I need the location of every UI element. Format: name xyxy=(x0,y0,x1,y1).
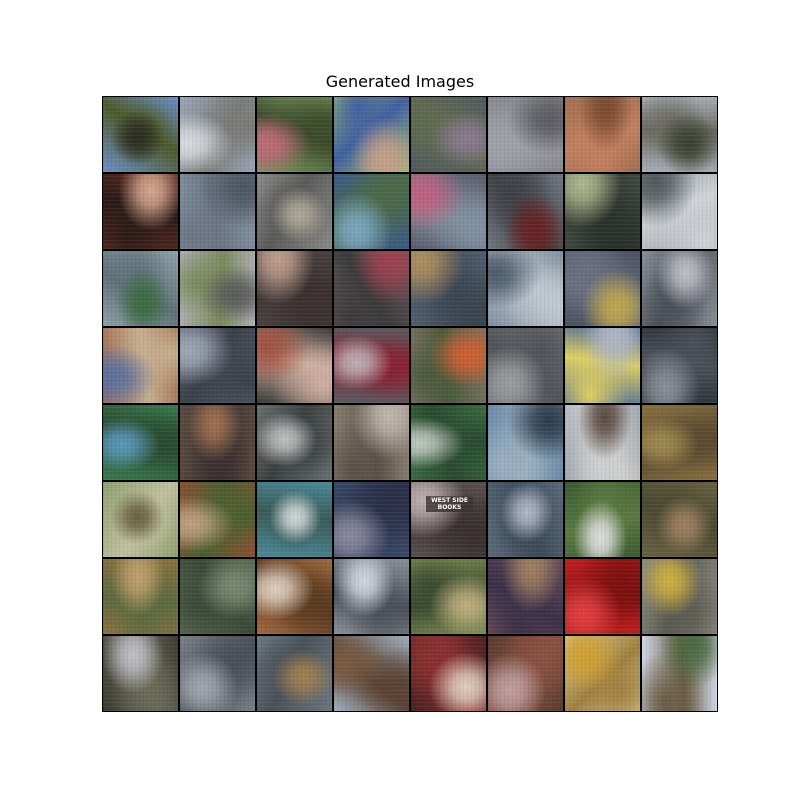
generated-image-tile-hourglass xyxy=(103,636,178,711)
generated-image-tile-building-diagonal xyxy=(488,482,563,557)
figure-title: Generated Images xyxy=(0,72,800,91)
generated-image-tile-snowy-scene xyxy=(334,559,409,634)
generated-image-tile-bird-on-branch-2 xyxy=(103,482,178,557)
generated-image-tile-corridor xyxy=(565,174,640,249)
generated-image-tile-person-in-shop xyxy=(488,636,563,711)
generated-image-tile-white-fence-garden xyxy=(565,482,640,557)
generated-image-tile-red-chest xyxy=(565,559,640,634)
generated-image-tile-people-on-street xyxy=(411,174,486,249)
generated-image-tile-turtle xyxy=(642,405,717,480)
generated-image-tile-white-ball-on-pole xyxy=(180,97,255,172)
generated-image-tile-bicycles xyxy=(334,251,409,326)
generated-image-tile-landscape-sky xyxy=(642,636,717,711)
generated-image-tile-train xyxy=(642,251,717,326)
generated-image-tile-colorful-stripes xyxy=(565,328,640,403)
generated-image-tile-grey-abstract xyxy=(488,97,563,172)
generated-image-tile-flowers xyxy=(257,97,332,172)
generated-image-tile-burger xyxy=(411,636,486,711)
generated-image-tile-desert-landscape xyxy=(334,636,409,711)
generated-image-tile-dogs-on-grass xyxy=(103,97,178,172)
generated-image-tile-food-in-pan xyxy=(257,251,332,326)
generated-image-tile-bouquet xyxy=(180,482,255,557)
generated-image-tile-person-drinking xyxy=(103,174,178,249)
generated-image-tile-animals-in-snow xyxy=(334,405,409,480)
generated-image-tile-toys-and-animal xyxy=(103,328,178,403)
generated-image-tile-grey-pattern xyxy=(642,174,717,249)
generated-image-tile-white-car xyxy=(180,251,255,326)
generated-image-tile-yellow-food xyxy=(565,251,640,326)
generated-image-tile-harbor-boats xyxy=(334,174,409,249)
generated-image-tile-parrot xyxy=(642,559,717,634)
generated-image-tile-pool-and-animal xyxy=(103,405,178,480)
generated-image-tile-person-red-jacket xyxy=(488,174,563,249)
generated-image-tile-bird-on-branch xyxy=(565,405,640,480)
generated-image-tile-person-with-hat xyxy=(257,328,332,403)
generated-image-tile-car-front xyxy=(257,405,332,480)
generated-image-tile-boats-docks xyxy=(488,251,563,326)
generated-image-tile-dark-vehicle xyxy=(642,328,717,403)
generated-image-tile-grey-texture xyxy=(488,328,563,403)
generated-image-tile-dark-object-on-grey xyxy=(642,97,717,172)
generated-image-tile-lake-landscape xyxy=(488,405,563,480)
generated-image-tile-storefront-sign: WEST SIDE BOOKS xyxy=(411,482,486,557)
generated-image-tile-grey-water-rod xyxy=(180,174,255,249)
storefront-sign-text: WEST SIDE BOOKS xyxy=(426,496,473,512)
generated-image-tile-flowers-white xyxy=(411,405,486,480)
generated-image-tile-people-walking xyxy=(180,328,255,403)
generated-image-tile-waves-rocks xyxy=(257,482,332,557)
generated-image-tile-child-orange-coat xyxy=(411,328,486,403)
generated-image-tile-plant-against-sky xyxy=(103,251,178,326)
generated-image-tile-child-portrait xyxy=(334,97,409,172)
generated-image-tile-brown-object xyxy=(565,97,640,172)
generated-image-tile-caterpillar xyxy=(257,636,332,711)
generated-image-tile-lemons xyxy=(565,636,640,711)
generated-image-tile-cat-blue xyxy=(334,482,409,557)
generated-image-tile-group-of-faces xyxy=(180,405,255,480)
generated-image-tile-dog-in-car xyxy=(411,251,486,326)
generated-image-tile-store-shelves xyxy=(488,559,563,634)
generated-image-tile-person-indoors xyxy=(334,328,409,403)
generated-image-tile-person-jumping xyxy=(257,174,332,249)
generated-image-tile-grey-pattern-2 xyxy=(180,636,255,711)
generated-image-tile-frog xyxy=(180,559,255,634)
generated-image-tile-birds xyxy=(411,559,486,634)
generated-image-grid: WEST SIDE BOOKS xyxy=(102,96,718,712)
generated-image-tile-deer xyxy=(642,482,717,557)
generated-image-tile-cake xyxy=(257,559,332,634)
generated-image-tile-succulent-plants xyxy=(411,97,486,172)
generated-image-tile-lion xyxy=(103,559,178,634)
